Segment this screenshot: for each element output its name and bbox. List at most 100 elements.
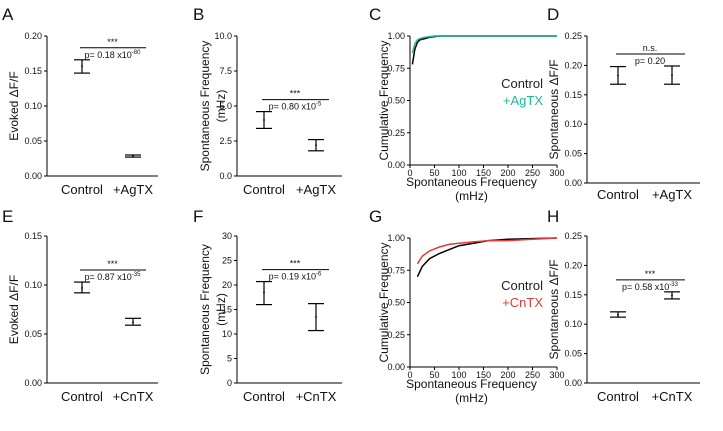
y-tick-label: 20 [222, 280, 232, 290]
y-tick-label: 0.05 [24, 136, 42, 146]
panel-letter: F [193, 207, 203, 226]
y-tick-label: 0.00 [387, 160, 405, 170]
x-tick-label: 0 [407, 168, 412, 178]
series-line-treatment [416, 237, 558, 265]
y-tick-label: 0.0 [219, 171, 232, 181]
x-tick-label: 200 [500, 168, 515, 178]
panel-letter: H [547, 207, 559, 226]
y-tick-label: 5 [227, 354, 232, 364]
significance-stars: *** [290, 89, 301, 99]
y-tick-label: 0.05 [564, 149, 582, 159]
category-label: +CnTX [113, 389, 154, 404]
p-value: p= 0.87 x10-35 [85, 272, 142, 282]
p-value: p= 0.80 x10-5 [269, 102, 322, 112]
y-tick-label: 0.00 [387, 362, 405, 372]
mean-point [315, 144, 317, 147]
mean-point [617, 313, 619, 316]
mean-point [671, 74, 673, 77]
y-tick-label: 0.25 [387, 330, 405, 340]
legend-entry: +CnTX [502, 295, 543, 310]
y-axis-label: Spontaneous ΔF/F [547, 59, 561, 159]
category-label: Control [243, 389, 285, 404]
p-value-base: p= 0.58 x10 [622, 282, 669, 292]
panel-letter: D [547, 5, 559, 24]
y-tick-label: 0.20 [564, 60, 582, 70]
significance-stars: *** [645, 269, 656, 279]
x-tick-label: 50 [429, 370, 439, 380]
x-tick-label: 300 [549, 370, 564, 380]
panel-d: D 0.00 0.05 0.10 0.15 0.20 0.25 Spontaneous ΔF/… [547, 5, 700, 202]
y-tick-label: 15 [222, 305, 232, 315]
mean-point [617, 74, 619, 77]
y-axis-label: Cumulative Frequency [377, 40, 391, 160]
y-axis-label: Cumulative Frequency [377, 242, 391, 362]
y-tick-label: 0.50 [387, 96, 405, 106]
panel-h: H 0.00 0.05 0.10 0.15 0.20 0.25 Spontaneous ΔF/… [547, 207, 700, 404]
significance-stars: *** [290, 259, 301, 269]
y-tick-label: 0.10 [24, 101, 42, 111]
y-tick-label: 0.10 [24, 280, 42, 290]
panel-letter: B [193, 5, 204, 24]
x-tick-label: 200 [500, 370, 515, 380]
y-tick-label: 0.00 [564, 178, 582, 188]
y-axis-label-unit: (mHz) [214, 293, 228, 326]
y-tick-label: 0.50 [387, 298, 405, 308]
category-label: Control [61, 389, 103, 404]
p-value-exponent: -35 [132, 272, 141, 278]
y-tick-label: 0.00 [24, 171, 42, 181]
p-value-exponent: -80 [132, 50, 141, 56]
panel-letter: G [369, 207, 382, 226]
y-tick-label: 30 [222, 231, 232, 241]
series-line-control [416, 237, 558, 278]
x-axis-label: Spontaneous Frequency [406, 175, 537, 189]
y-tick-label: 0 [227, 378, 232, 388]
significance-stars: *** [107, 259, 118, 269]
mean-point [263, 119, 265, 121]
panel-e: E 0.00 0.05 0.10 0.15 Evoked ΔF/F Control +CnTX… [2, 207, 158, 404]
y-axis-label: Spontaneous Frequency [198, 244, 212, 375]
p-value-exponent: -33 [669, 282, 678, 288]
mean-point [81, 65, 83, 67]
p-value: p= 0.18 x10-80 [85, 50, 142, 60]
x-tick-label: 150 [476, 370, 491, 380]
category-label: Control [61, 182, 103, 197]
mean-point [315, 315, 317, 318]
panel-letter: C [369, 5, 381, 24]
y-tick-label: 0.00 [564, 378, 582, 388]
x-axis-label-unit: (mHz) [455, 189, 488, 203]
y-tick-label: 1.00 [387, 233, 405, 243]
x-tick-label: 300 [549, 168, 564, 178]
category-label: +CnTX [652, 389, 693, 404]
panel-f: F 0 5 10 15 20 25 30 Spontaneous Frequency (mHz) C… [193, 207, 342, 404]
x-tick-label: 100 [451, 168, 466, 178]
y-tick-label: 0.25 [387, 128, 405, 138]
y-tick-label: 5.0 [219, 101, 232, 111]
y-tick-label: 10.0 [214, 31, 232, 41]
y-axis-label: Evoked ΔF/F [7, 275, 21, 344]
x-tick-label: 50 [429, 168, 439, 178]
y-tick-label: 0.15 [564, 90, 582, 100]
p-value-exponent: -6 [316, 272, 322, 278]
y-tick-label: 25 [222, 256, 232, 266]
significance-stars: *** [107, 37, 118, 47]
y-tick-label: 0.15 [24, 66, 42, 76]
y-tick-label: 0.10 [564, 119, 582, 129]
series-line-control [411, 35, 557, 65]
mean-point [132, 155, 134, 158]
mean-point [671, 294, 673, 297]
y-axis-label: Spontaneous Frequency [198, 41, 212, 172]
x-tick-label: 250 [525, 370, 540, 380]
y-tick-label: 0.15 [564, 290, 582, 300]
x-tick-label: 0 [407, 370, 412, 380]
p-value-base: p= 0.18 x10 [85, 50, 132, 60]
p-value-base: p= 0.20 [635, 56, 665, 66]
x-tick-label: 150 [476, 168, 491, 178]
x-axis-label: Spontaneous Frequency [406, 377, 537, 391]
p-value: p= 0.19 x10-6 [269, 272, 322, 282]
y-tick-label: 7.5 [219, 66, 232, 76]
category-label: Control [597, 187, 639, 202]
